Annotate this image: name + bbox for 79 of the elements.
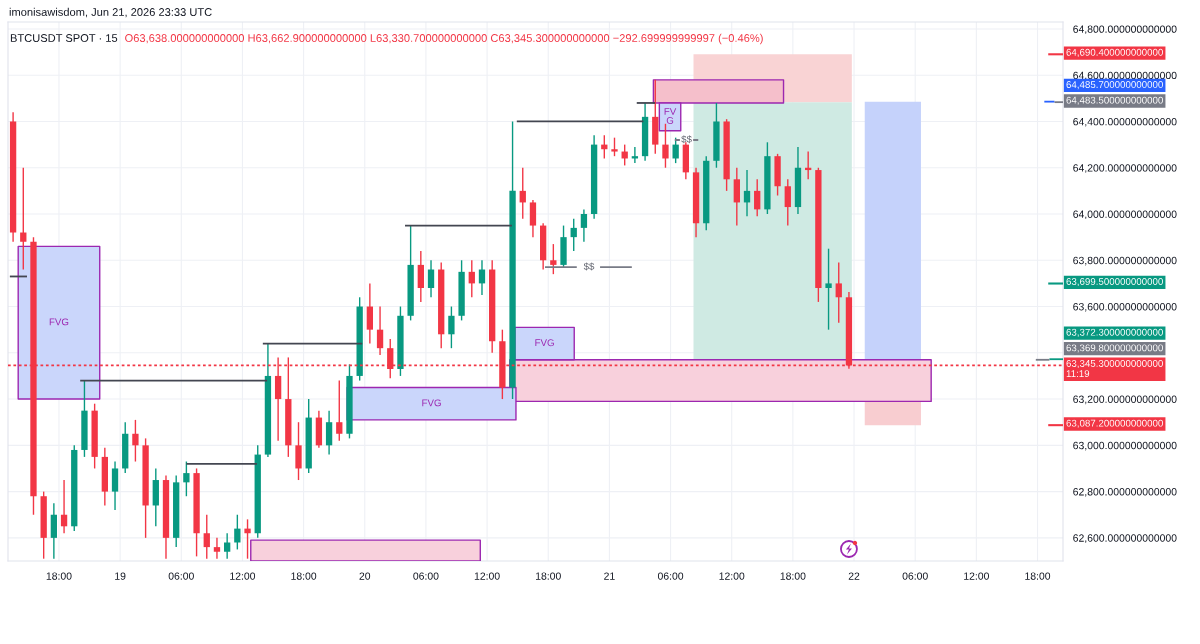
candlestick (132, 419, 139, 463)
candlestick (234, 514, 241, 551)
candlestick (784, 178, 791, 227)
y-tick-label: 63,200.000000000000 (1073, 395, 1177, 405)
data-label: 64,485.700000000000 (1066, 81, 1163, 90)
ref-line-label: 63,087.200000000000 (1066, 419, 1163, 428)
x-tick-label: 18:00 (291, 572, 317, 580)
ref-line-label: 63,699.500000000000 (1066, 278, 1163, 287)
x-tick-label: 18:00 (536, 572, 561, 580)
annotation: FVG (535, 339, 554, 347)
x-tick-label: 06:00 (168, 572, 194, 580)
x-tick-label: 06:00 (902, 572, 928, 580)
candlestick (50, 502, 58, 560)
annotation: FVG (422, 399, 441, 407)
y-tick-label: 64,400.000000000000 (1073, 117, 1177, 127)
candlestick (203, 514, 210, 560)
data-label: 64,483.500000000000 (1066, 96, 1163, 105)
annotation: FV G (664, 108, 677, 124)
candlestick (325, 409, 333, 456)
candlestick (825, 248, 832, 331)
ref-line-label: 64,690.400000000000 (1066, 48, 1163, 57)
x-tick-label: 18:00 (1025, 572, 1051, 580)
candlestick (570, 217, 577, 252)
y-tick-label: 62,800.000000000000 (1073, 488, 1177, 497)
candlestick (468, 259, 475, 298)
candlestick (244, 518, 251, 560)
x-tick-label: 12:00 (964, 572, 989, 580)
candlestick (733, 167, 740, 227)
data-label: 63,369.800000000000 (1066, 344, 1163, 353)
candlestick (519, 167, 526, 220)
candlestick (336, 379, 343, 442)
y-tick-label: 63,800.000000000000 (1073, 256, 1177, 266)
y-tick-label: 64,200.000000000000 (1073, 164, 1177, 173)
text: O63,638.000000000000 H63,662.900000000000 L63,330.700000000000 C63,345.300000000000 −292.699999999997 (−0.46%) (125, 33, 763, 45)
candlestick (754, 178, 761, 218)
candlestick (417, 250, 424, 303)
x-tick-label: 12:00 (719, 572, 745, 580)
candlestick (366, 282, 374, 345)
candlestick (376, 305, 384, 356)
candlestick (580, 208, 588, 243)
x-tick-label: 22 (848, 572, 860, 580)
y-tick-label: 62,600.000000000000 (1073, 534, 1177, 543)
y-tick-label: 64,000.000000000000 (1073, 210, 1177, 220)
x-tick-label: 12:00 (230, 572, 256, 580)
candlestick (60, 479, 68, 534)
data-label: 63,372.300000000000 (1066, 328, 1163, 337)
candlestick (662, 123, 669, 169)
candlestick (550, 243, 557, 275)
x-tick-label: 06:00 (657, 572, 684, 580)
x-tick-label: 06:00 (413, 572, 439, 580)
series-label: $$ (583, 262, 595, 271)
y-tick-label: 64,800.000000000000 (1073, 25, 1177, 35)
candlestick (213, 537, 221, 560)
text: BTCUSDT SPOT · 15 (10, 34, 118, 42)
candlestick (183, 460, 190, 497)
x-tick-label: 18:00 (780, 572, 806, 580)
candlestick (835, 261, 842, 324)
x-tick-label: 18:00 (46, 572, 72, 580)
candlestick (529, 199, 537, 238)
candlestick (672, 136, 679, 164)
candlestick (427, 259, 435, 298)
candlestick (611, 136, 618, 157)
candlestick (743, 169, 751, 218)
candlestick (20, 167, 27, 271)
y-tick-label: 64,600.000000000000 (1073, 71, 1177, 81)
x-tick-label: 20 (359, 572, 371, 580)
candlestick (223, 532, 231, 560)
x-tick-label: 12:00 (474, 572, 500, 580)
y-tick-label: 63,600.000000000000 (1073, 303, 1177, 312)
x-tick-label: 21 (604, 572, 615, 580)
series-label: $$ (681, 135, 692, 144)
candlestick (295, 421, 302, 481)
y-tick-label: 63,000.000000000000 (1073, 441, 1177, 451)
candlestick (111, 460, 119, 511)
data-label: 63,345.300000000000 11:19 (1066, 360, 1163, 378)
candlestick (448, 305, 455, 349)
text: imonisawisdom, Jun 21, 2026 23:33 UTC (9, 7, 212, 18)
x-tick-label: 19 (115, 572, 126, 580)
annotation: FVG (49, 318, 69, 326)
